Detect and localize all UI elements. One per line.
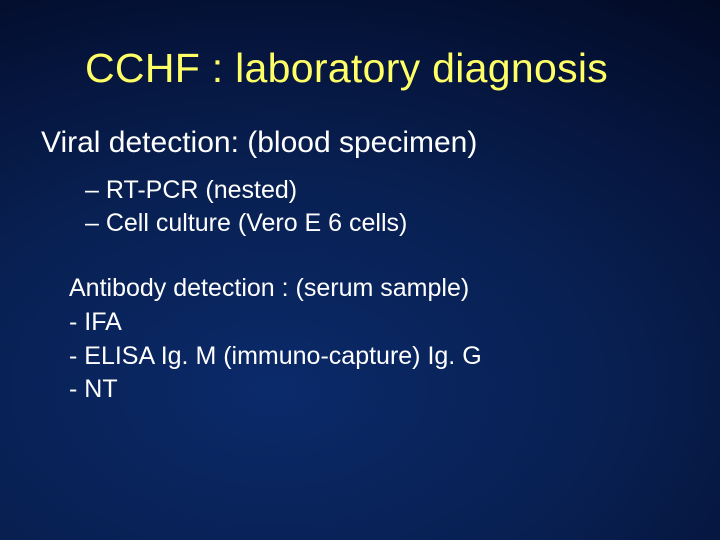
list-item: – RT-PCR (nested) bbox=[85, 174, 665, 207]
section2-list: Antibody detection : (serum sample) - IF… bbox=[69, 272, 665, 407]
section1-heading: Viral detection: (blood specimen) bbox=[41, 126, 665, 160]
slide-title: CCHF : laboratory diagnosis bbox=[85, 45, 665, 92]
list-item: – Cell culture (Vero E 6 cells) bbox=[85, 207, 665, 240]
section2-heading: Antibody detection : (serum sample) bbox=[69, 272, 665, 306]
list-item: - IFA bbox=[69, 306, 665, 340]
slide: CCHF : laboratory diagnosis Viral detect… bbox=[0, 0, 720, 540]
list-item: - NT bbox=[69, 373, 665, 407]
section1-list: – RT-PCR (nested) – Cell culture (Vero E… bbox=[85, 174, 665, 240]
list-item: - ELISA Ig. M (immuno-capture) Ig. G bbox=[69, 340, 665, 374]
